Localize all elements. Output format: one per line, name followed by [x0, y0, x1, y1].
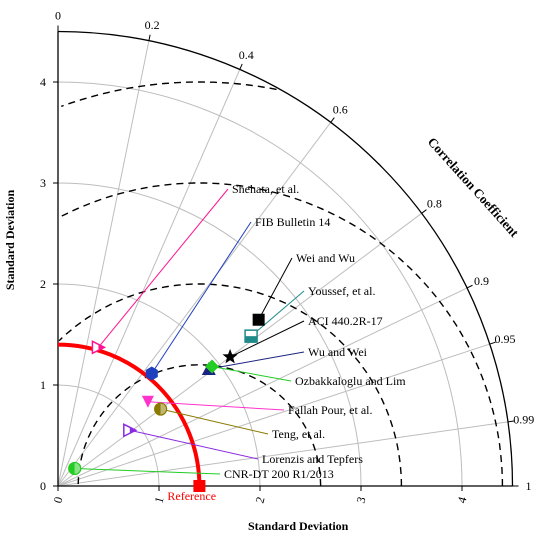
leader-line	[211, 365, 292, 382]
series-label: Wei and Wu	[296, 251, 355, 265]
leader-line	[74, 467, 221, 475]
data-points	[68, 313, 265, 492]
std-grid-arc	[57, 283, 261, 487]
correlation-tick-label: 0.2	[145, 18, 160, 32]
correlation-tick	[507, 420, 515, 423]
reference-label: Reference	[167, 489, 216, 503]
series-marker	[244, 329, 258, 343]
leader-line	[98, 188, 229, 348]
x-axis-title: Standard Deviation	[248, 519, 349, 533]
correlation-tick	[489, 341, 496, 345]
leader-line	[160, 408, 269, 435]
leader-line	[250, 290, 305, 337]
correlation-tick-label: 0.8	[427, 197, 442, 211]
correlation-tick-label: 0	[55, 9, 61, 23]
correlation-axis-title: Correlation Coefficient	[425, 134, 523, 240]
leader-line	[258, 257, 293, 320]
series-label: CNR-DT 200 R1/2013	[224, 467, 334, 481]
series-marker	[91, 340, 107, 355]
leader-line	[147, 401, 285, 411]
series-label: ACI 440.2R-17	[308, 314, 383, 328]
series-marker	[123, 423, 138, 438]
y-axis-tick-label: 0	[40, 479, 46, 493]
correlation-tick	[466, 284, 473, 289]
correlation-ray	[57, 40, 150, 487]
x-axis-tick-label: 2	[252, 495, 267, 504]
correlation-tick-label: 0.4	[239, 48, 254, 62]
correlation-tick	[239, 63, 243, 70]
series-label: Wu and Wei	[308, 345, 368, 359]
correlation-ray	[57, 212, 422, 487]
std-grid-arc	[57, 384, 160, 487]
leader-lines	[74, 188, 305, 475]
series-marker	[222, 348, 238, 364]
series-label: FIB Bulletin 14	[255, 215, 330, 229]
series-marker	[252, 313, 265, 326]
y-axis-tick-label: 2	[40, 277, 46, 291]
x-axis-tick-label: 3	[353, 495, 368, 504]
leader-line	[208, 351, 305, 370]
grid-layer	[57, 31, 513, 487]
std-grid-arc	[57, 81, 463, 487]
series-marker	[68, 461, 82, 476]
x-axis-tick-label: 4	[454, 495, 469, 504]
correlation-tick-label: 1	[526, 479, 532, 493]
correlation-ray	[57, 69, 241, 487]
y-axis-tick-label: 3	[40, 176, 46, 190]
correlation-ray	[57, 343, 490, 487]
correlation-ray	[57, 421, 509, 487]
correlation-tick	[148, 34, 151, 41]
axes	[53, 25, 519, 491]
correlation-tick-label: 0.9	[474, 274, 489, 288]
leader-line	[151, 221, 252, 374]
correlation-tick-label: 0.99	[513, 413, 534, 427]
series-marker	[145, 366, 158, 381]
rms-contour	[77, 364, 322, 486]
correlation-ray	[57, 122, 332, 487]
rms-contours	[58, 81, 504, 486]
correlation-tick	[330, 117, 335, 123]
series-marker	[141, 395, 154, 408]
leader-line	[129, 429, 259, 460]
outer-arc	[57, 30, 514, 487]
series-marker	[154, 402, 168, 416]
series-label: Shehata, et al.	[232, 182, 299, 196]
leader-line	[229, 320, 305, 358]
series-label: Lorenzis and Tepfers	[262, 452, 363, 466]
series-label: Teng, et al.	[272, 427, 325, 441]
series-label: Ozbakkaloglu and Lim	[295, 374, 406, 388]
y-axis-tick-label: 1	[40, 378, 46, 392]
x-axis-tick-label: 0	[50, 495, 65, 504]
reference-marker	[193, 480, 206, 492]
correlation-tick	[421, 209, 427, 214]
series-marker	[204, 359, 219, 374]
x-axis-tick-label: 1	[151, 495, 166, 504]
correlation-tick-label: 0.6	[333, 103, 348, 117]
reference-arc	[57, 342, 202, 487]
std-grid-arc	[57, 182, 362, 487]
series-label: Fallah Pour, et al.	[288, 403, 373, 417]
rms-contour	[58, 283, 403, 486]
correlation-tick-label: 0.95	[494, 332, 515, 346]
rms-contour	[60, 81, 277, 108]
y-axis-title: Standard Deviation	[3, 190, 17, 291]
correlation-ray	[57, 287, 468, 487]
y-axis-tick-label: 4	[40, 75, 46, 89]
series-label: Youssef, et al.	[308, 284, 375, 298]
